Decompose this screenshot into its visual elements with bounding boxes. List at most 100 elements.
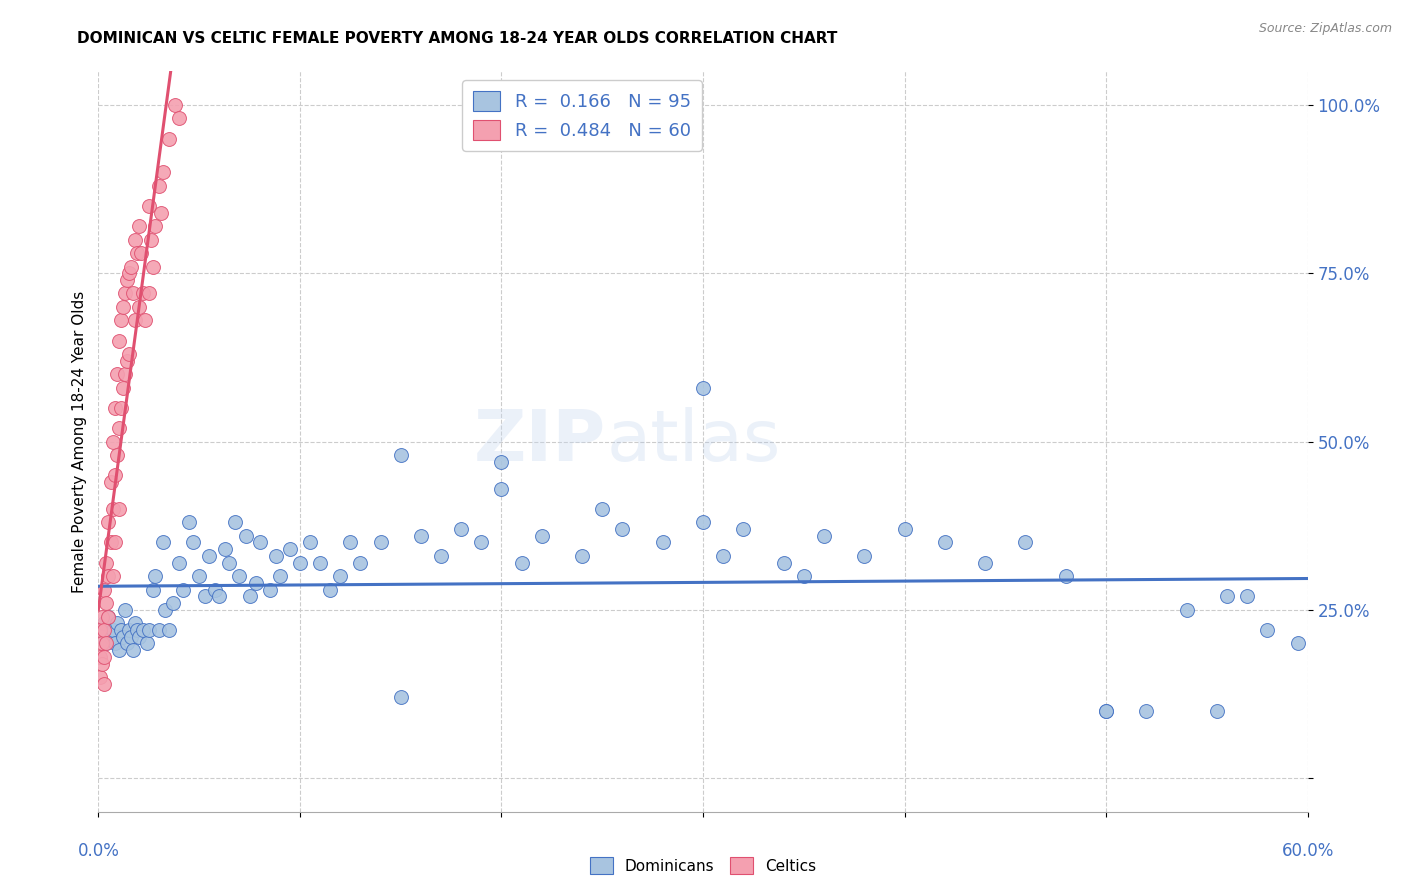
Point <box>299 535 322 549</box>
Point <box>128 219 150 234</box>
Point <box>288 556 311 570</box>
Point <box>1206 704 1229 718</box>
Point <box>214 542 236 557</box>
Point <box>813 529 835 543</box>
Point <box>157 131 180 145</box>
Point <box>97 569 120 583</box>
Point <box>181 535 204 549</box>
Point <box>491 482 513 496</box>
Point <box>142 582 165 597</box>
Point <box>120 630 142 644</box>
Point <box>115 636 138 650</box>
Point <box>89 623 111 637</box>
Point <box>100 630 122 644</box>
Point <box>278 542 301 557</box>
Point <box>107 421 129 435</box>
Point <box>114 286 136 301</box>
Point <box>138 623 160 637</box>
Point <box>132 286 155 301</box>
Point <box>89 670 111 684</box>
Legend: R =  0.166   N = 95, R =  0.484   N = 60: R = 0.166 N = 95, R = 0.484 N = 60 <box>463 80 702 151</box>
Point <box>204 582 226 597</box>
Text: ZIP: ZIP <box>474 407 606 476</box>
Point <box>138 199 160 213</box>
Point <box>1216 590 1239 604</box>
Point <box>974 556 997 570</box>
Point <box>162 596 184 610</box>
Point <box>148 623 170 637</box>
Text: atlas: atlas <box>606 407 780 476</box>
Text: 60.0%: 60.0% <box>1281 842 1334 860</box>
Point <box>107 643 129 657</box>
Point <box>129 246 152 260</box>
Point <box>110 401 132 415</box>
Point <box>853 549 876 563</box>
Point <box>319 582 342 597</box>
Point <box>105 616 128 631</box>
Point <box>103 468 125 483</box>
Point <box>118 347 141 361</box>
Point <box>893 522 915 536</box>
Point <box>107 334 129 348</box>
Text: 0.0%: 0.0% <box>77 842 120 860</box>
Point <box>245 575 267 590</box>
Point <box>135 636 157 650</box>
Point <box>194 590 217 604</box>
Point <box>259 582 281 597</box>
Point <box>152 535 174 549</box>
Point <box>934 535 956 549</box>
Point <box>143 219 166 234</box>
Text: DOMINICAN VS CELTIC FEMALE POVERTY AMONG 18-24 YEAR OLDS CORRELATION CHART: DOMINICAN VS CELTIC FEMALE POVERTY AMONG… <box>77 31 838 46</box>
Point <box>101 434 124 449</box>
Point <box>692 516 714 530</box>
Point <box>125 246 148 260</box>
Point <box>167 112 190 126</box>
Point <box>530 529 553 543</box>
Point <box>101 569 124 583</box>
Point <box>1095 704 1118 718</box>
Point <box>1095 704 1118 718</box>
Point <box>235 529 257 543</box>
Point <box>167 556 190 570</box>
Point <box>163 98 186 112</box>
Point <box>91 636 114 650</box>
Point <box>101 501 124 516</box>
Point <box>1054 569 1077 583</box>
Point <box>125 623 148 637</box>
Point <box>93 677 115 691</box>
Point <box>97 609 120 624</box>
Point <box>111 381 134 395</box>
Point <box>148 178 170 193</box>
Point <box>228 569 250 583</box>
Point <box>591 501 613 516</box>
Point <box>409 529 432 543</box>
Point <box>218 556 240 570</box>
Point <box>124 313 146 327</box>
Point <box>1135 704 1157 718</box>
Point <box>89 623 111 637</box>
Point <box>96 636 118 650</box>
Point <box>91 630 114 644</box>
Point <box>149 205 172 219</box>
Point <box>349 556 371 570</box>
Point <box>124 233 146 247</box>
Point <box>96 596 118 610</box>
Point <box>101 623 124 637</box>
Y-axis label: Female Poverty Among 18-24 Year Olds: Female Poverty Among 18-24 Year Olds <box>72 291 87 592</box>
Point <box>772 556 794 570</box>
Point <box>139 233 162 247</box>
Point <box>121 643 143 657</box>
Point <box>110 313 132 327</box>
Point <box>188 569 211 583</box>
Point <box>1014 535 1036 549</box>
Point <box>128 630 150 644</box>
Point <box>120 260 142 274</box>
Legend: Dominicans, Celtics: Dominicans, Celtics <box>583 851 823 880</box>
Point <box>450 522 472 536</box>
Point <box>96 556 118 570</box>
Point <box>733 522 755 536</box>
Point <box>111 630 134 644</box>
Point <box>110 623 132 637</box>
Point <box>239 590 262 604</box>
Point <box>132 623 155 637</box>
